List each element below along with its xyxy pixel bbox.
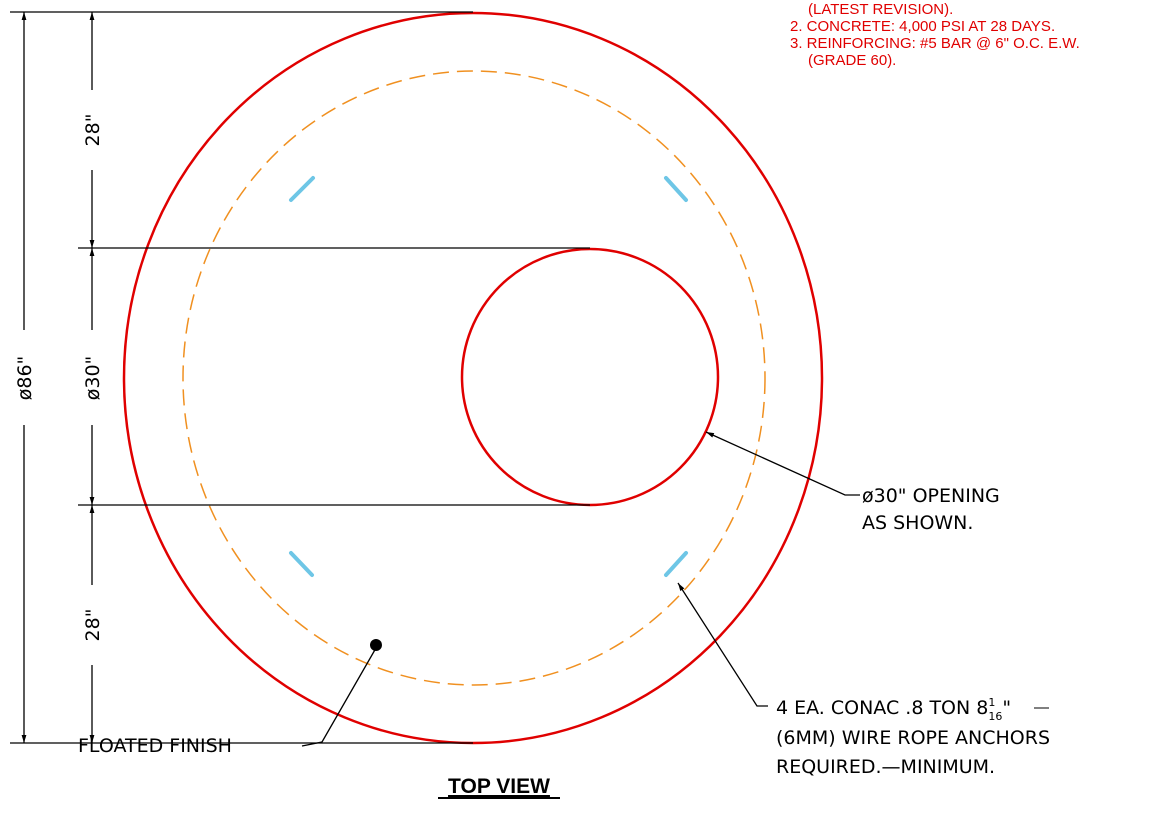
leader [705,431,860,496]
anchor [664,551,688,577]
leader [301,647,377,747]
anchor [289,176,315,202]
callout: AS SHOWN. [862,512,973,534]
callout: (6MM) WIRE ROPE ANCHORS [776,727,1050,749]
note: (GRADE 60). [808,52,896,69]
callout: FLOATED FINISH [78,735,232,757]
callout: REQUIRED.—MINIMUM. [776,756,995,778]
note: 3. REINFORCING: #5 BAR @ 6" O.C. E.W. [790,35,1080,52]
callout: 4 EA. CONAC .8 TON 81 16" [776,696,1011,723]
note: (LATEST REVISION). [808,1,953,18]
notes: (LATEST REVISION). 2. CONCRETE: 4,000 PS… [790,1,1080,69]
callout: ø30" OPENING [862,485,1000,507]
dimensions: ø86" 28" ø30" 28" [10,11,590,744]
opening-circle [460,247,720,507]
leader [677,582,768,707]
view-title: TOP VIEW [448,775,550,798]
dim-label: ø86" [14,356,36,401]
anchor [664,176,688,202]
anchors [289,176,688,577]
fraction-den: 16 [988,710,1002,723]
finish-dot [370,639,382,651]
fraction-num: 1 [988,696,995,709]
callout-text: 4 EA. CONAC .8 TON 8 [776,697,988,719]
note: 2. CONCRETE: 4,000 PSI AT 28 DAYS. [790,18,1055,35]
rebar-circle [182,70,766,686]
leaders [301,431,860,747]
dim-label: 28" [82,114,104,147]
dim-label: 28" [82,609,104,642]
callout-text: " [1002,697,1011,719]
anchor [289,551,314,577]
dim-label: ø30" [82,356,104,401]
